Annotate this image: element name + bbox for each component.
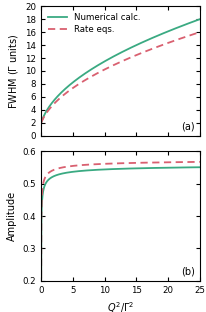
Rate eqs.: [40, 121, 42, 125]
Numerical calc.: [194, 19, 197, 23]
Rate eqs.: [113, 63, 115, 67]
Numerical calc.: [48, 105, 50, 109]
Rate eqs.: [48, 107, 50, 111]
Numerical calc.: [40, 121, 42, 125]
Line: Rate eqs.: Rate eqs.: [41, 32, 200, 123]
Rate eqs.: [117, 61, 119, 65]
Text: (a): (a): [181, 121, 194, 131]
Legend: Numerical calc., Rate eqs.: Numerical calc., Rate eqs.: [46, 11, 143, 36]
Rate eqs.: [194, 32, 196, 36]
Numerical calc.: [194, 19, 196, 23]
Rate eqs.: [165, 42, 167, 46]
Numerical calc.: [199, 17, 201, 21]
Line: Numerical calc.: Numerical calc.: [41, 19, 200, 123]
Numerical calc.: [117, 52, 119, 56]
Numerical calc.: [113, 54, 115, 58]
Text: (b): (b): [181, 266, 195, 276]
Rate eqs.: [199, 30, 201, 34]
Y-axis label: FWHM ($\Gamma$ units): FWHM ($\Gamma$ units): [7, 33, 20, 109]
Y-axis label: Amplitude: Amplitude: [7, 191, 17, 241]
Rate eqs.: [194, 32, 197, 36]
X-axis label: $Q^2/\Gamma^2$: $Q^2/\Gamma^2$: [107, 300, 134, 312]
Numerical calc.: [165, 30, 167, 34]
